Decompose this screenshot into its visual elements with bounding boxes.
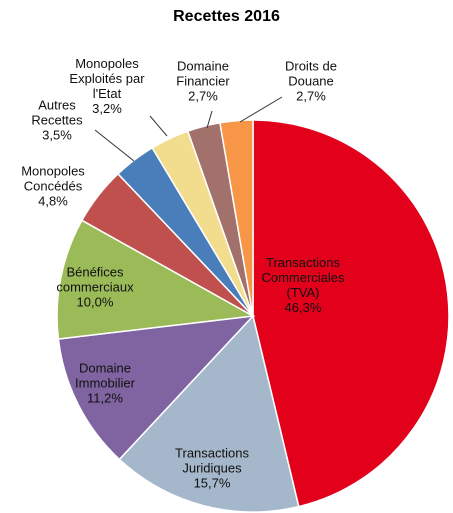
- category-label: Domaine Financier: [176, 58, 230, 89]
- slice-label: Autres Recettes 3,5%: [31, 98, 82, 143]
- chart-title: Recettes 2016: [173, 8, 280, 25]
- value-label: 10,0%: [76, 294, 114, 310]
- leader-line: [206, 110, 213, 129]
- value-label: 2,7%: [188, 88, 218, 104]
- value-label: 4,8%: [38, 193, 68, 209]
- category-label: Bénéfices commerciaux: [56, 264, 134, 295]
- leader-line: [239, 96, 283, 123]
- category-label: Monopoles Exploités par l'Etat: [69, 56, 145, 101]
- slice-label: Bénéfices commerciaux 10,0%: [56, 265, 133, 310]
- slice-label: Domaine Immobilier 11,2%: [75, 361, 135, 406]
- category-label: Domaine Immobilier: [75, 360, 135, 391]
- category-label: Autres Recettes: [31, 97, 83, 128]
- value-label: 15,7%: [193, 475, 231, 491]
- category-label: Transactions Juridiques: [175, 445, 249, 476]
- value-label: 2,7%: [296, 88, 326, 104]
- slice-label: Droits de Douane 2,7%: [285, 59, 337, 104]
- slice-label: Monopoles Exploités par l'Etat 3,2%: [69, 56, 144, 116]
- pie-slice: [252, 119, 450, 508]
- pie-slice: [219, 119, 254, 317]
- slice-label: Domaine Financier 2,7%: [176, 59, 229, 104]
- leader-line: [94, 129, 135, 162]
- category-label: Droits de Douane: [284, 58, 338, 89]
- value-label: 11,2%: [87, 390, 123, 406]
- pie-slice: [57, 315, 255, 461]
- value-label: 46,3%: [284, 300, 322, 315]
- value-label: 3,5%: [42, 127, 72, 143]
- slice-label: Transactions Commerciales (TVA) 46,3%: [261, 255, 344, 315]
- pie-slice: [118, 314, 300, 513]
- category-label: Transactions Commerciales (TVA): [261, 255, 345, 300]
- category-label: Monopoles Concédés: [21, 163, 85, 194]
- leader-line: [149, 115, 168, 137]
- value-label: 3,2%: [92, 101, 122, 116]
- slice-label: Monopoles Concédés 4,8%: [21, 164, 85, 209]
- slice-label: Transactions Juridiques 15,7%: [175, 446, 249, 491]
- pie-slice: [56, 219, 256, 340]
